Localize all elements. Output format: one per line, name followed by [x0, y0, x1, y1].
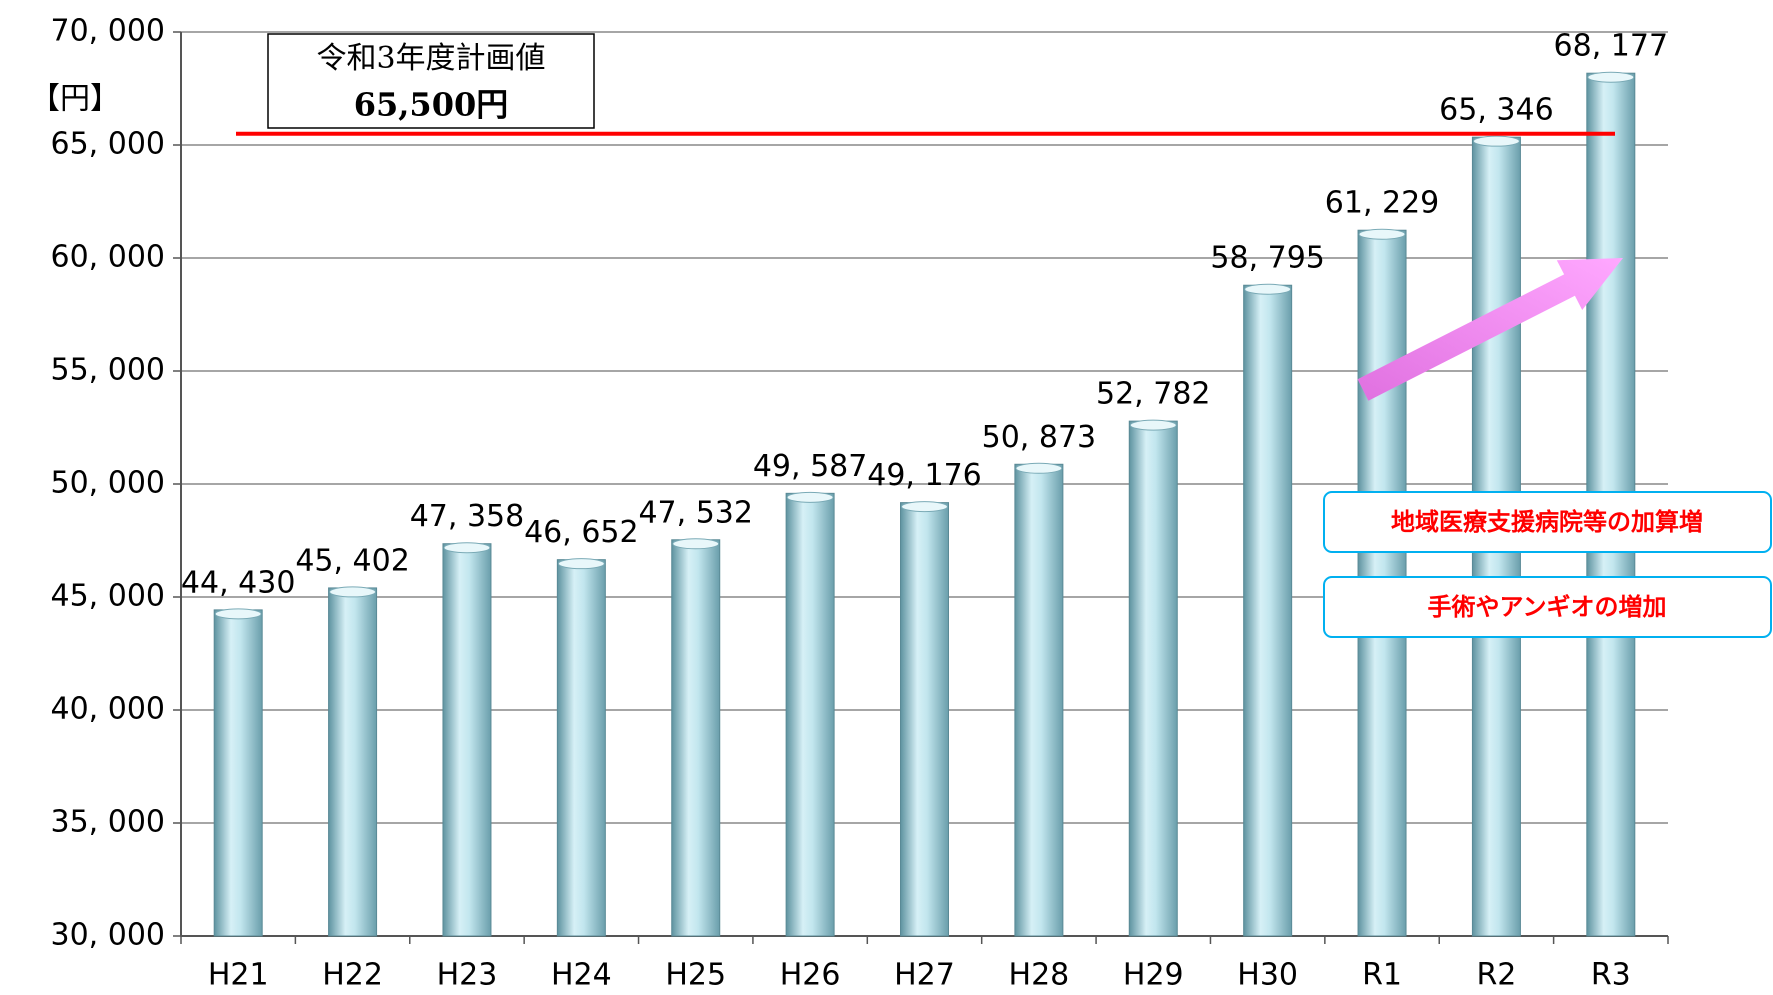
x-tick-label: H21	[208, 958, 269, 993]
bar	[328, 587, 378, 937]
y-tick-label: 55, 000	[50, 353, 165, 388]
reference-label: 65,500円	[354, 86, 508, 124]
reference-box	[267, 33, 595, 129]
y-tick-label: 30, 000	[50, 918, 165, 953]
bar	[1128, 420, 1178, 937]
data-label: 49, 587	[753, 449, 868, 484]
x-tick-label: H29	[1123, 958, 1184, 993]
bar-cap	[1587, 71, 1635, 83]
bar-cap	[786, 491, 834, 503]
y-axis-label: 【円】	[30, 82, 120, 117]
data-label: 44, 430	[181, 565, 296, 600]
y-tick-label: 60, 000	[50, 240, 165, 275]
data-label: 61, 229	[1325, 186, 1440, 221]
x-tick-label: H23	[437, 958, 498, 993]
bar	[442, 543, 492, 937]
trend-arrow	[1357, 258, 1623, 401]
bar	[1014, 463, 1064, 937]
data-label: 52, 782	[1096, 377, 1211, 412]
x-tick-label: H24	[551, 958, 612, 993]
data-label: 46, 652	[524, 515, 639, 550]
data-label: 47, 532	[638, 495, 753, 530]
y-tick-label: 65, 000	[50, 127, 165, 162]
bar-cap	[1244, 283, 1292, 295]
y-tick-label: 70, 000	[50, 14, 165, 49]
x-tick-label: H22	[322, 958, 383, 993]
bar-cap	[214, 608, 262, 620]
y-tick-label: 35, 000	[50, 805, 165, 840]
x-tick-label: H28	[1009, 958, 1070, 993]
data-label: 47, 358	[410, 499, 525, 534]
bar-cap	[1472, 135, 1520, 147]
annotation-box	[1323, 576, 1772, 638]
bar-cap	[672, 538, 720, 550]
x-tick-label: H30	[1237, 958, 1298, 993]
x-tick-label: R1	[1362, 958, 1402, 993]
bar	[671, 539, 721, 937]
bar-cap	[557, 558, 605, 570]
x-tick-label: H26	[780, 958, 841, 993]
x-tick-label: R3	[1591, 958, 1631, 993]
annotation: 地域医療支援病院等の加算増	[1391, 508, 1703, 536]
data-label: 49, 176	[867, 458, 982, 493]
data-label: 45, 402	[295, 543, 410, 578]
data-label: 58, 795	[1210, 241, 1325, 276]
bar	[213, 609, 263, 937]
data-label: 65, 346	[1439, 93, 1554, 128]
bar-cap	[329, 586, 377, 598]
annotation: 手術やアンギオの増加	[1427, 593, 1666, 621]
bar	[556, 559, 606, 937]
bar-cap	[1129, 419, 1177, 431]
reference-label: 令和3年度計画値	[316, 41, 545, 76]
bar-cap	[901, 501, 948, 513]
bar	[1243, 284, 1293, 937]
y-tick-label: 40, 000	[50, 692, 165, 727]
data-label: 68, 177	[1554, 29, 1669, 64]
bar	[785, 492, 835, 937]
x-tick-label: H27	[894, 958, 955, 993]
x-tick-label: H25	[665, 958, 726, 993]
annotation-box	[1323, 491, 1772, 553]
bar-cap	[443, 542, 491, 554]
bar-cap	[1358, 228, 1406, 240]
data-label: 50, 873	[982, 420, 1097, 455]
y-tick-label: 50, 000	[50, 466, 165, 501]
bar-cap	[1015, 462, 1063, 474]
y-tick-label: 45, 000	[50, 579, 165, 614]
x-tick-label: R2	[1476, 958, 1516, 993]
bar	[900, 502, 949, 937]
